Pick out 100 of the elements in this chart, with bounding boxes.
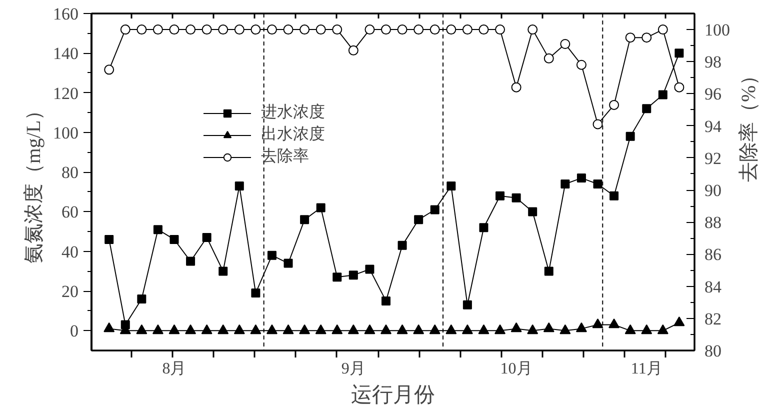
point	[218, 24, 228, 35]
point	[478, 24, 489, 35]
y2-tick-label: 82	[704, 309, 722, 328]
point	[152, 324, 164, 334]
point	[170, 234, 179, 244]
point	[284, 258, 293, 268]
x-tick-label: 8月	[162, 360, 186, 378]
point	[544, 53, 554, 64]
point	[348, 270, 358, 280]
point	[413, 324, 424, 334]
y2-tick-label: 96	[704, 84, 722, 104]
legend-label: 去除率	[261, 146, 309, 167]
point	[283, 24, 294, 35]
point	[430, 24, 440, 35]
point	[136, 324, 148, 334]
point	[332, 24, 342, 35]
point	[414, 24, 424, 35]
point	[462, 324, 473, 334]
point	[202, 233, 212, 242]
point	[528, 24, 538, 35]
y2-tick-label: 80	[704, 342, 722, 360]
point	[250, 324, 262, 334]
point	[332, 324, 343, 334]
point	[202, 24, 212, 35]
point	[446, 324, 457, 334]
point	[495, 24, 506, 35]
point	[299, 324, 310, 334]
x-axis-title: 运行月份	[351, 382, 435, 406]
point	[543, 322, 554, 332]
point	[625, 32, 636, 43]
point	[510, 322, 522, 332]
y-axis-title: 氨氮浓度（mg/L）	[23, 100, 45, 264]
point	[104, 322, 115, 332]
point	[446, 24, 456, 35]
y2-tick-label: 92	[704, 148, 722, 168]
point	[300, 24, 310, 35]
y2-tick-label: 86	[704, 245, 722, 264]
x-tick-label: 9月	[341, 360, 366, 378]
legend-label: 出水浓度	[261, 124, 325, 145]
point	[398, 240, 407, 250]
point	[380, 24, 391, 35]
point	[576, 322, 587, 332]
point	[610, 191, 619, 200]
point	[282, 324, 294, 334]
point	[608, 318, 620, 328]
point	[315, 324, 326, 334]
point	[186, 24, 196, 35]
point	[267, 250, 276, 260]
point	[658, 24, 668, 35]
point	[576, 60, 586, 70]
point	[234, 24, 244, 35]
point	[396, 324, 408, 334]
point	[624, 324, 636, 334]
point	[104, 64, 114, 75]
point	[626, 132, 635, 141]
y2-axis-title: 去除率（%）	[738, 65, 760, 182]
point	[364, 24, 375, 35]
point	[429, 324, 440, 334]
point	[496, 191, 505, 200]
point	[430, 205, 440, 214]
y-tick-label: 20	[62, 282, 78, 302]
point	[380, 324, 392, 334]
point	[168, 324, 180, 334]
point	[218, 266, 228, 276]
y-tick-label: 140	[53, 44, 78, 64]
point	[364, 324, 376, 334]
point	[674, 316, 685, 326]
y2-tick-label: 98	[704, 52, 722, 72]
point	[512, 193, 521, 202]
point	[576, 174, 586, 183]
point	[642, 104, 652, 114]
x-tick-label: 11月	[630, 360, 662, 378]
point	[593, 179, 602, 188]
point	[332, 272, 342, 282]
point	[414, 215, 424, 224]
point	[234, 324, 245, 334]
point	[446, 181, 456, 190]
x-tick-label: 10月	[500, 360, 532, 378]
y-tick-label: 120	[53, 84, 78, 103]
point	[479, 223, 488, 232]
y-tick-label: 100	[53, 123, 78, 142]
point	[137, 294, 146, 304]
point	[120, 24, 130, 35]
legend-label: 进水浓度	[261, 102, 325, 123]
point	[152, 24, 163, 35]
point	[560, 324, 571, 334]
point	[234, 181, 244, 190]
y-tick-label: 80	[62, 163, 78, 182]
point	[528, 207, 538, 216]
point	[511, 82, 522, 92]
point	[218, 324, 229, 334]
y2-tick-label: 88	[704, 213, 722, 232]
point	[153, 225, 162, 234]
point	[642, 32, 652, 43]
point	[266, 324, 278, 334]
point	[316, 203, 326, 212]
point	[316, 24, 326, 35]
point	[462, 300, 472, 310]
y-tick-label: 160	[53, 4, 78, 24]
point	[397, 24, 408, 35]
